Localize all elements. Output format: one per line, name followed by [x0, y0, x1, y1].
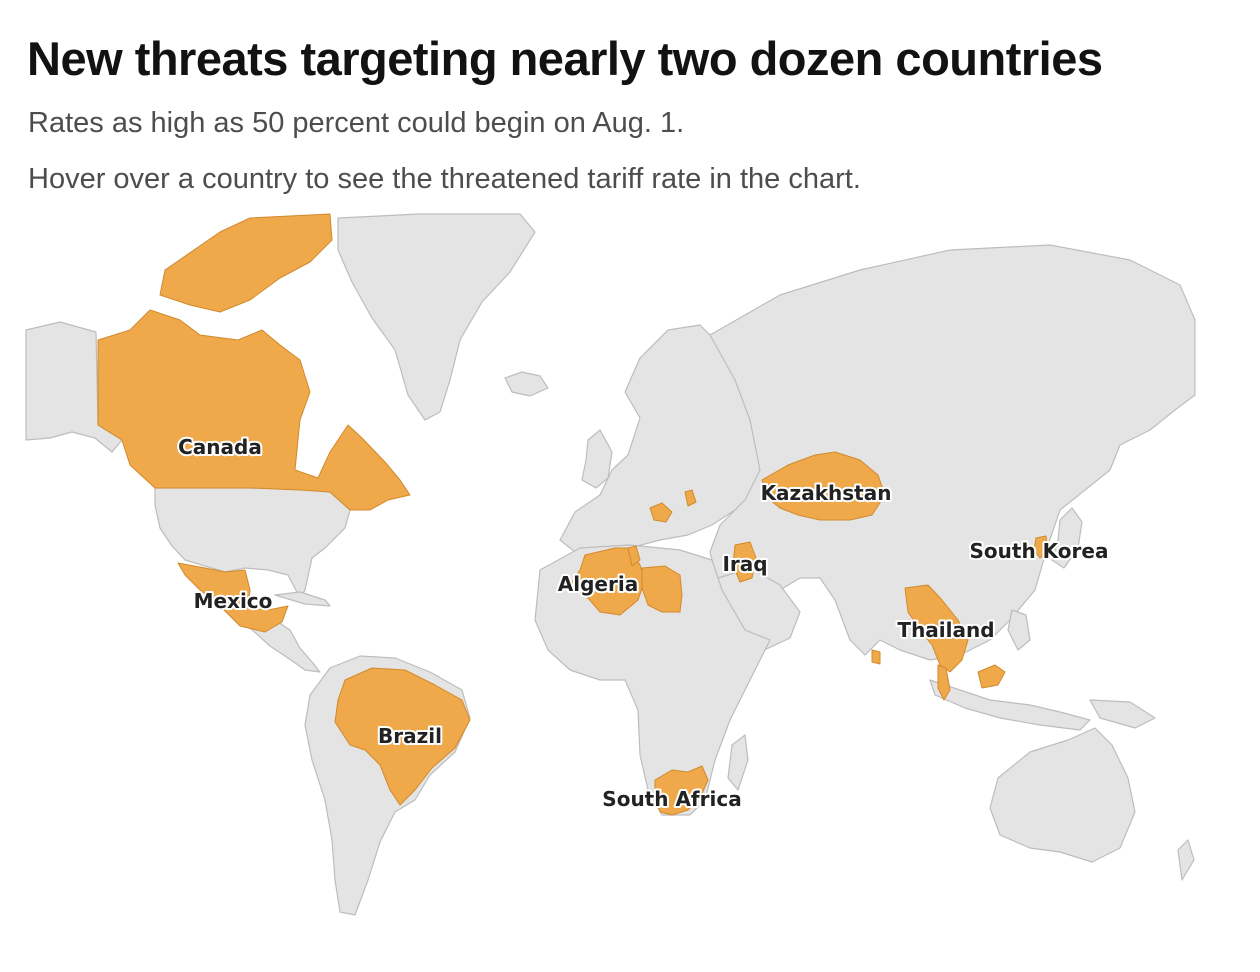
country-iraq[interactable] — [732, 541, 757, 583]
country-thailand-peninsula[interactable] — [937, 664, 951, 701]
country-bosnia-serbia[interactable] — [649, 502, 673, 523]
label-canada: Canada — [178, 435, 262, 459]
land-madagascar — [727, 734, 749, 791]
country-malaysia[interactable] — [977, 664, 1006, 689]
label-south-korea: South Korea — [970, 539, 1109, 563]
land-iceland — [504, 371, 549, 397]
land-greenland — [337, 213, 536, 421]
country-sri-lanka[interactable] — [871, 649, 881, 665]
country-brazil[interactable] — [334, 667, 471, 806]
land-philippines — [1007, 609, 1031, 651]
country-libya[interactable] — [641, 565, 683, 613]
label-south-africa: South Africa — [602, 787, 741, 811]
country-tunisia[interactable] — [627, 545, 641, 567]
country-thailand[interactable] — [904, 584, 969, 673]
country-kazakhstan[interactable] — [761, 451, 886, 521]
country-canada[interactable] — [97, 309, 411, 511]
label-brazil: Brazil — [378, 724, 442, 748]
land-new-guinea — [1089, 699, 1156, 729]
country-moldova[interactable] — [684, 489, 697, 507]
label-algeria: Algeria — [558, 572, 638, 596]
land-united-states — [154, 487, 351, 599]
land-indonesia — [929, 679, 1091, 731]
label-iraq: Iraq — [722, 552, 767, 576]
land-japan — [1051, 507, 1083, 569]
chart-subtitle: Rates as high as 50 percent could begin … — [28, 107, 685, 139]
country-south-korea[interactable] — [1033, 535, 1049, 559]
world-map: Canada Mexico Brazil Algeria Iraq Kazakh… — [22, 212, 1198, 924]
label-kazakhstan: Kazakhstan — [761, 481, 892, 505]
land-africa — [534, 544, 771, 816]
land-australia — [989, 727, 1136, 863]
country-south-africa[interactable] — [654, 765, 709, 816]
land-cuba — [274, 591, 331, 607]
world-map-svg: Canada Mexico Brazil Algeria Iraq Kazakh… — [25, 213, 1196, 916]
label-thailand: Thailand — [897, 618, 994, 642]
highlighted-countries — [97, 213, 1049, 816]
land-great-britain — [581, 429, 613, 489]
land-central-america — [249, 619, 321, 673]
chart-title: New threats targeting nearly two dozen c… — [27, 32, 1103, 85]
country-labels: Canada Mexico Brazil Algeria Iraq Kazakh… — [176, 433, 1110, 813]
land-alaska — [25, 321, 123, 453]
land-new-zealand — [1177, 839, 1195, 881]
label-mexico: Mexico — [194, 589, 273, 613]
country-canada-islands[interactable] — [159, 213, 333, 313]
country-mexico[interactable] — [177, 562, 289, 633]
hover-instruction: Hover over a country to see the threaten… — [28, 163, 861, 195]
